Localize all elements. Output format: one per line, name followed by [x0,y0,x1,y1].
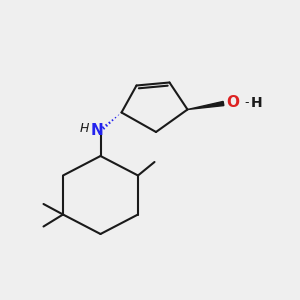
Text: O: O [226,95,239,110]
Text: N: N [91,123,103,138]
Polygon shape [188,101,224,110]
Text: H: H [80,122,89,135]
Text: H: H [250,96,262,110]
Text: -: - [244,96,248,109]
